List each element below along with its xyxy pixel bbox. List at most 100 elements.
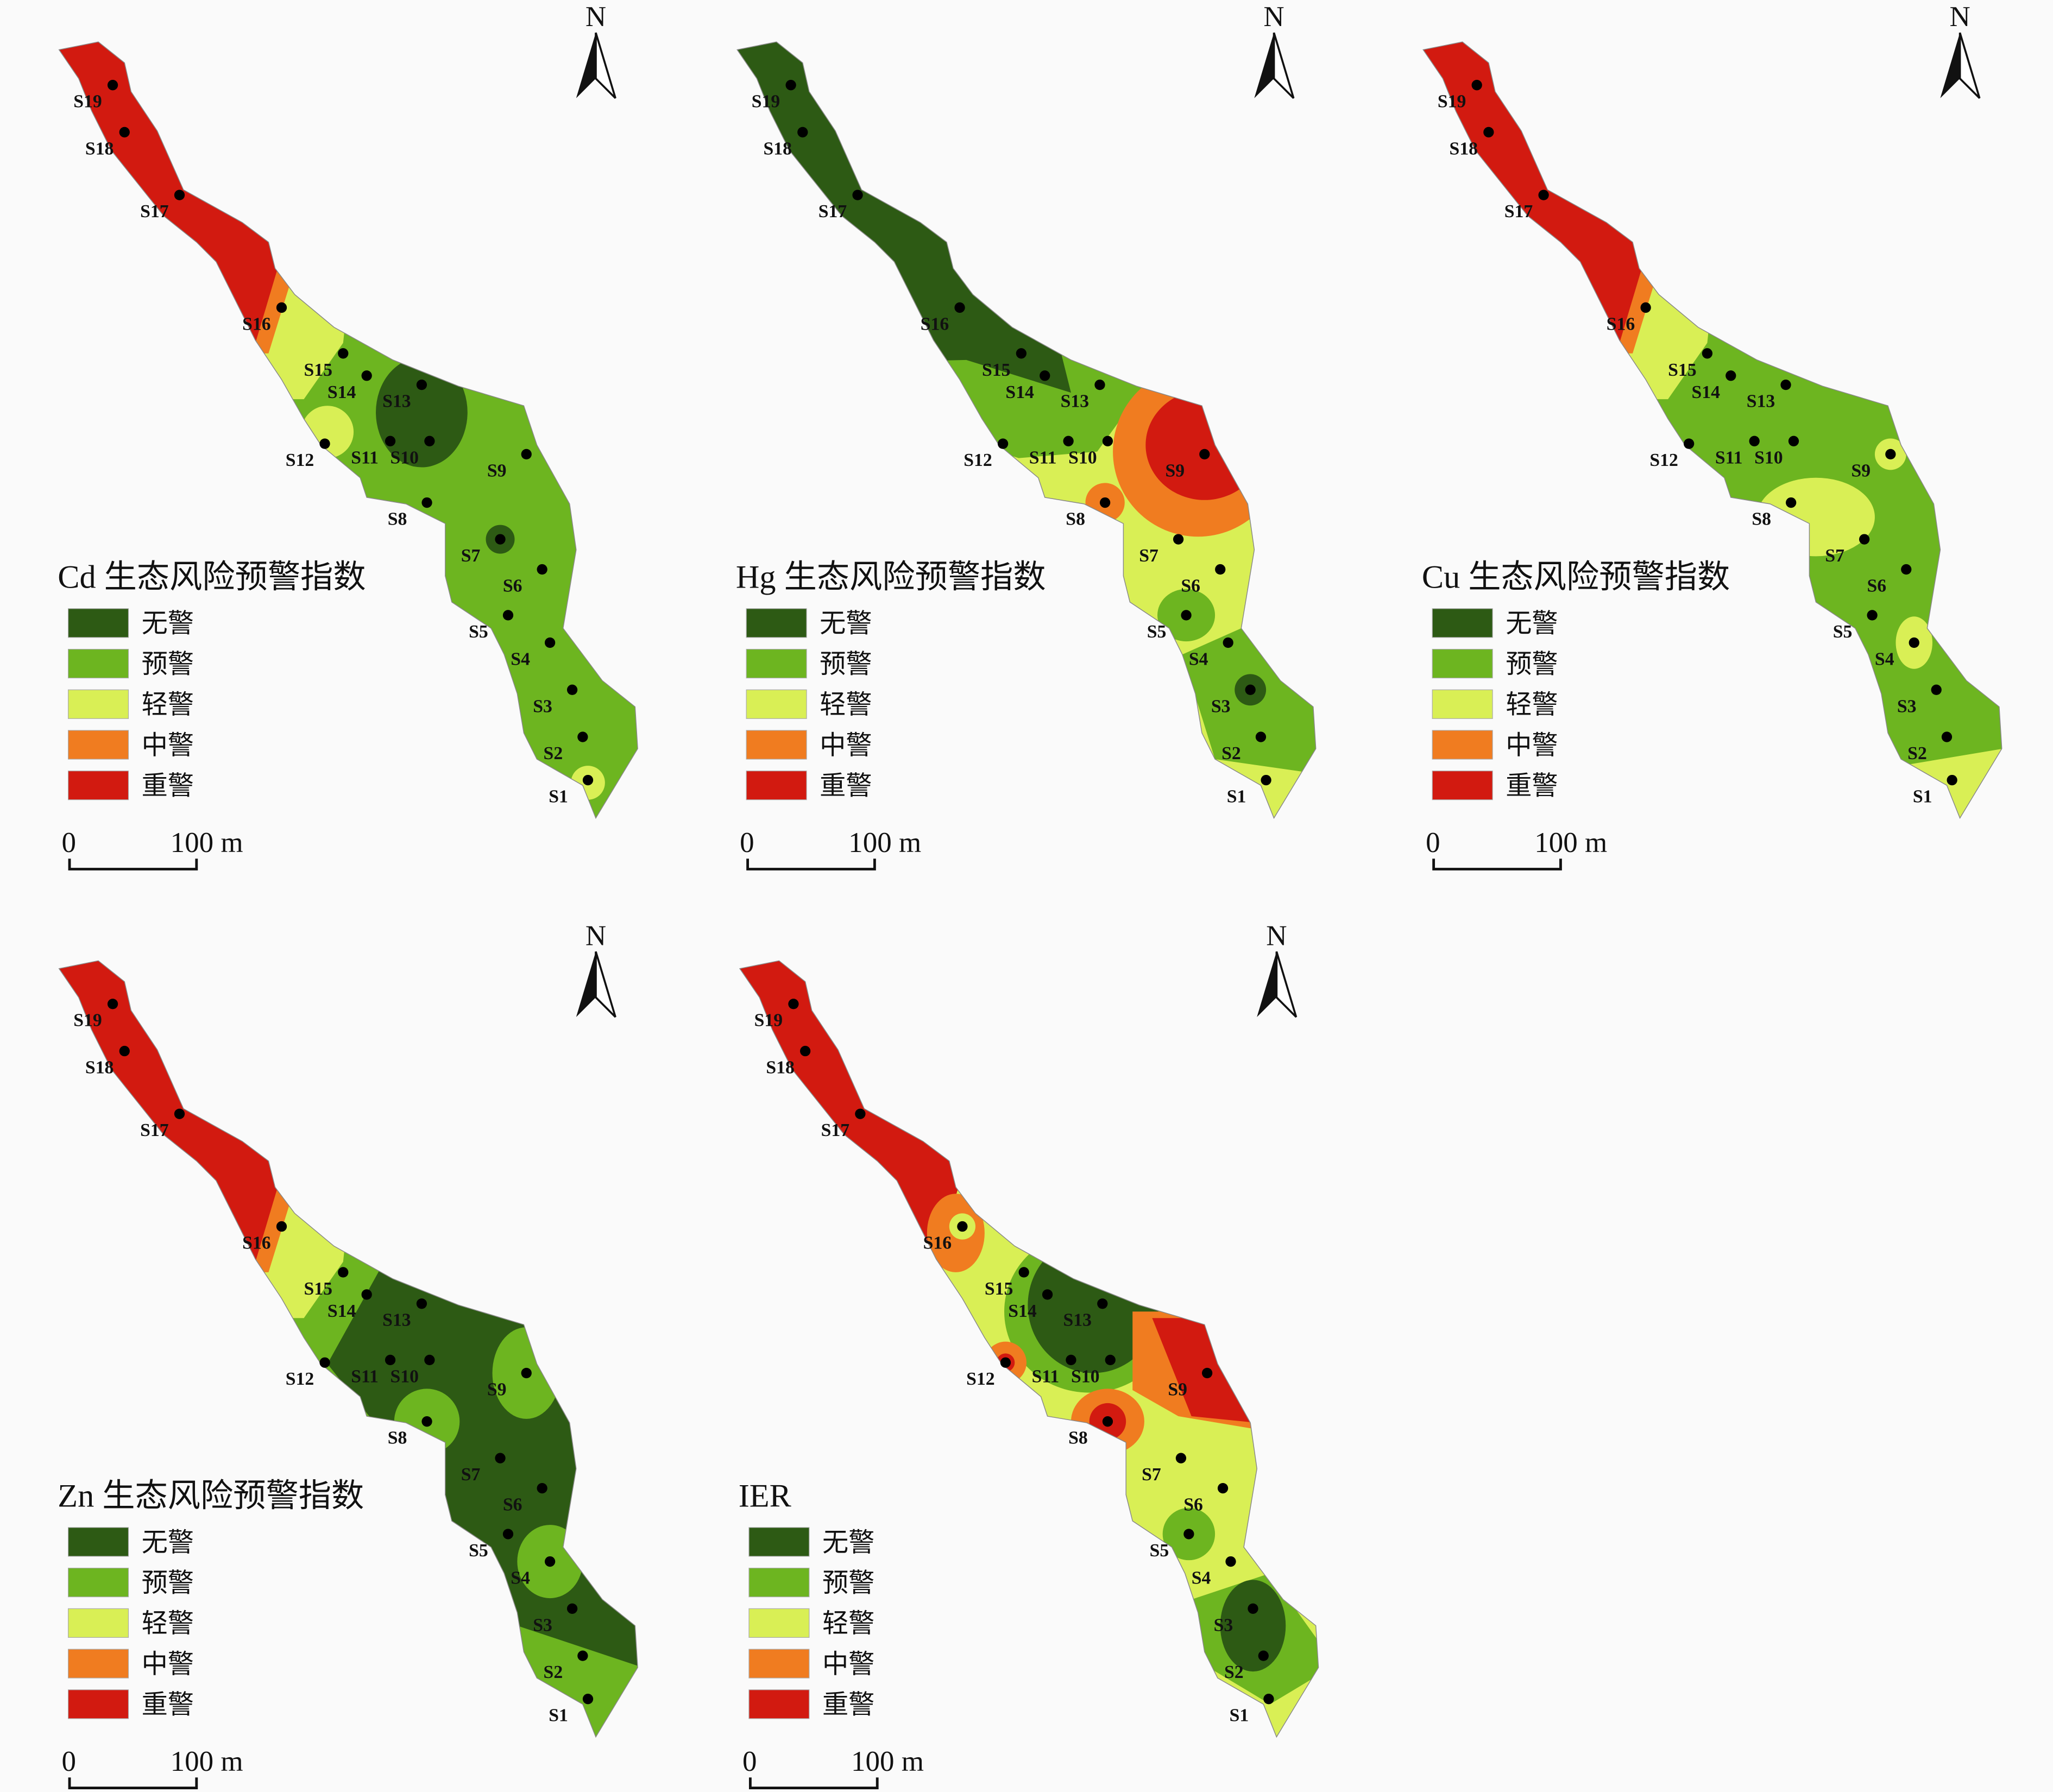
site-label: S3	[1214, 1615, 1233, 1635]
site-label: S14	[328, 382, 356, 402]
sample-site	[1684, 438, 1695, 449]
sample-site	[954, 302, 965, 313]
sample-site	[1931, 684, 1942, 695]
sample-site	[537, 1482, 547, 1494]
north-arrow	[1958, 32, 1981, 99]
north-arrow	[1254, 33, 1274, 98]
sample-site	[1471, 80, 1482, 91]
site-label: S1	[1230, 1706, 1249, 1726]
sample-site	[495, 1453, 506, 1463]
sample-site	[424, 436, 435, 446]
legend-swatch	[67, 1568, 129, 1598]
sample-site	[1181, 610, 1192, 621]
sample-site	[338, 348, 349, 359]
legend-label: 预警	[142, 1569, 194, 1598]
site-label: S17	[1504, 201, 1533, 222]
site-label: S10	[391, 1366, 419, 1386]
sample-site	[361, 370, 372, 381]
zone	[376, 357, 468, 468]
site-label: S15	[304, 360, 332, 380]
sample-site	[1245, 684, 1256, 695]
site-label: S15	[982, 360, 1011, 380]
sample-site	[1097, 1298, 1108, 1309]
site-label: S4	[511, 649, 530, 669]
site-label: S15	[1668, 360, 1697, 380]
sample-site	[174, 1108, 185, 1119]
site-label: S8	[1066, 509, 1085, 529]
sample-site	[1105, 1354, 1116, 1366]
legend-swatch	[746, 648, 807, 679]
site-label: S11	[351, 447, 379, 468]
legend-swatch	[67, 608, 129, 638]
legend-swatch	[748, 1649, 810, 1679]
sample-site	[957, 1221, 968, 1232]
site-label: S16	[242, 1233, 271, 1253]
legend-swatch	[1432, 730, 1493, 760]
site-label: S10	[1071, 1366, 1100, 1386]
sample-site	[1018, 1267, 1029, 1278]
site-label: S7	[1142, 1465, 1161, 1485]
sample-site	[1215, 564, 1226, 575]
site-label: S12	[286, 1369, 314, 1389]
site-label: S16	[921, 314, 949, 334]
legend-swatch	[1432, 648, 1493, 679]
sample-site	[319, 438, 330, 449]
site-label: S3	[533, 696, 552, 716]
sample-site	[495, 534, 506, 545]
sample-site	[1255, 731, 1267, 742]
legend-label: 预警	[1506, 650, 1558, 679]
sample-site	[1201, 1367, 1213, 1379]
sample-site	[788, 999, 799, 1009]
legend-label: 重警	[142, 772, 194, 800]
site-label: S2	[1907, 743, 1927, 764]
legend-label: 无警	[142, 1528, 194, 1557]
sample-site	[1261, 774, 1271, 786]
sample-site	[521, 1367, 532, 1379]
site-label: S14	[1005, 382, 1034, 402]
legend-label: 轻警	[142, 1610, 194, 1638]
site-label: S9	[487, 1379, 507, 1399]
sample-site	[1217, 1482, 1229, 1494]
study-area-outline	[58, 960, 638, 1738]
legend-title: Hg 生态风险预警指数	[736, 559, 1046, 595]
site-label: S11	[1032, 1366, 1060, 1386]
site-label: S11	[351, 1366, 379, 1386]
sample-site	[1859, 534, 1870, 545]
scale-start: 0	[742, 1746, 757, 1777]
sample-site	[1702, 348, 1713, 359]
sample-site	[1725, 370, 1736, 381]
sample-site	[1102, 1416, 1113, 1427]
sample-site	[416, 380, 427, 390]
site-label: S2	[1221, 743, 1241, 764]
site-label: S19	[73, 1011, 102, 1031]
site-label: S6	[503, 1495, 522, 1515]
legend-swatch	[748, 1608, 810, 1638]
site-label: S12	[963, 450, 992, 470]
legend-swatch	[748, 1689, 810, 1719]
site-label: S9	[1168, 1379, 1187, 1399]
sample-site	[276, 1221, 287, 1232]
site-label: S19	[754, 1011, 783, 1031]
site-label: S5	[1147, 622, 1167, 642]
site-label: S13	[1061, 392, 1090, 412]
study-area-outline	[1422, 41, 2002, 819]
scale-end: 100 m	[1534, 827, 1607, 859]
sample-site	[416, 1298, 427, 1309]
legend-swatch	[748, 1568, 810, 1598]
north-label: N	[585, 1, 606, 33]
legend-label: 中警	[822, 1650, 874, 1679]
site-label: S1	[1913, 787, 1932, 807]
site-label: S8	[1068, 1428, 1088, 1448]
scale-start: 0	[62, 827, 77, 859]
legend-swatch	[67, 1689, 129, 1719]
site-label: S15	[304, 1279, 332, 1299]
sample-site	[1094, 380, 1105, 390]
sample-site	[119, 127, 130, 138]
sample-site	[1258, 1650, 1269, 1661]
sample-site	[502, 1529, 514, 1539]
site-label: S7	[461, 546, 481, 566]
legend-swatch	[67, 771, 129, 800]
